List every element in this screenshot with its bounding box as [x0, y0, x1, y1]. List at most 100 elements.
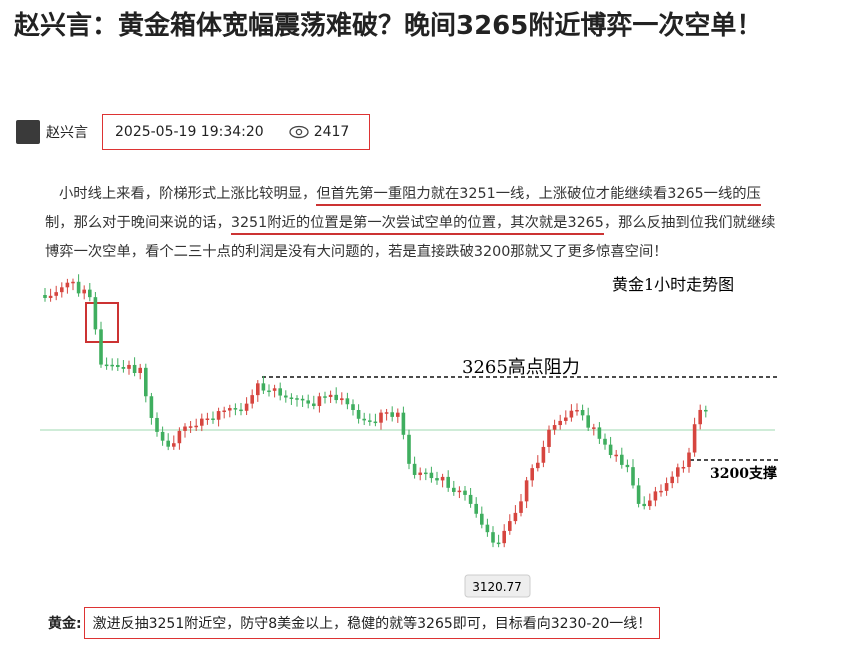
candle-body [110, 364, 114, 367]
candle-body [323, 396, 327, 398]
candle-body [502, 530, 506, 544]
candle-body [457, 490, 462, 493]
paragraph-segment: ，那么反抽到位我们就继续博弈一次空单，看个二三十点的利润是没有大问题的，若是直接… [45, 215, 776, 260]
view-count: 2417 [313, 124, 350, 140]
candle-body [244, 403, 249, 411]
candle-body [698, 409, 702, 425]
candles [43, 274, 708, 548]
candle-body [317, 396, 322, 407]
candle-body [216, 411, 221, 420]
candle-body [491, 532, 495, 543]
candle-body [670, 476, 674, 484]
candle-body [664, 483, 669, 491]
author-name[interactable]: 赵兴言 [46, 125, 88, 141]
candle-body [580, 409, 585, 416]
low-label-box [464, 574, 531, 598]
candle-body [692, 424, 697, 453]
candle-body [65, 282, 70, 288]
candle-body [132, 364, 137, 374]
candle-body [569, 410, 574, 418]
candle-body [144, 367, 148, 397]
candle-body [508, 521, 512, 531]
candle-body [440, 476, 445, 481]
candle-body [194, 425, 198, 428]
candle-body [82, 289, 86, 294]
candle-body [659, 490, 663, 493]
candle-body [233, 408, 238, 410]
author-avatar[interactable] [16, 120, 40, 144]
candle-body [211, 418, 215, 421]
candle-body [642, 503, 646, 507]
candle-body [200, 418, 204, 426]
candle-body [592, 427, 596, 429]
candle-body [653, 491, 658, 501]
candle-body [463, 490, 467, 495]
candle-body [362, 418, 366, 421]
candle-body [278, 388, 282, 396]
candle-body [312, 403, 316, 407]
candle-body [390, 412, 394, 417]
candle-body [300, 398, 305, 401]
candle-body [564, 417, 568, 421]
candle-body [379, 412, 383, 423]
resistance-label: 3265高点阻力 [462, 357, 580, 378]
candle-body [43, 295, 47, 298]
paragraph-segment: 3251附近的位置是第一次尝试空单的位置，其次就是3265 [230, 215, 604, 235]
candle-body [93, 297, 98, 330]
candle-body [306, 400, 310, 404]
candle-body [183, 426, 187, 431]
candle-body [267, 390, 271, 393]
candle-body [239, 409, 243, 412]
candle-body [71, 281, 75, 284]
candle-body [614, 454, 618, 457]
candle-body [396, 412, 400, 417]
candle-body [328, 394, 333, 397]
candle-body [250, 395, 254, 404]
candle-body [76, 281, 81, 294]
chart-image: 黄金1小时走势图 3265高点阻力 3200支撑 3120.77 [40, 274, 780, 598]
candle-body [524, 480, 529, 502]
candle-body [149, 396, 154, 418]
candle-body [155, 417, 159, 432]
candle-body [424, 472, 428, 475]
paragraph-segment: 上涨破位才能继续看3265一线的压 [538, 186, 761, 206]
candle-body [636, 485, 641, 504]
candle-body [295, 398, 299, 400]
support-label: 3200支撑 [710, 465, 777, 482]
footer-label: 黄金: [48, 616, 82, 632]
candle-body [127, 364, 131, 369]
candle-body [704, 409, 708, 412]
views-icon [289, 125, 309, 139]
candle-body [429, 472, 434, 479]
candle-body [496, 542, 501, 545]
candle-body [99, 329, 103, 365]
candle-body [513, 512, 518, 522]
candle-body [401, 412, 406, 435]
candle-body [625, 464, 630, 468]
candle-body [121, 367, 126, 369]
paragraph-segment: 小时线上来看，阶梯形式上涨比较明显， [59, 186, 317, 202]
candle-body [116, 365, 120, 368]
footer: 黄金: 激进反抽3251附近空，防守8美金以上，稳健的就等3265即可，目标看向… [48, 607, 661, 639]
candle-body [334, 394, 338, 401]
chart-caption: 黄金1小时走势图 [612, 275, 734, 294]
candle-body [172, 443, 176, 447]
candle-body [88, 289, 92, 298]
candle-body [138, 367, 142, 374]
footer-text: 激进反抽3251附近空，防守8美金以上，稳健的就等3265即可，目标看向3230… [92, 616, 652, 632]
candle-body [166, 440, 170, 447]
candle-body [541, 446, 546, 463]
candle-body [519, 501, 523, 513]
candle-body [536, 462, 540, 469]
candle-body [552, 425, 557, 430]
candle-body [373, 421, 378, 424]
candle-body [586, 415, 590, 428]
candle-body [485, 524, 490, 533]
candle-body [681, 467, 686, 469]
candle-body [345, 398, 350, 405]
meta-box: 2025-05-19 19:34:20 2417 [102, 114, 371, 150]
candle-body [418, 472, 422, 475]
candle-body [356, 410, 361, 419]
candle-body [631, 467, 635, 486]
